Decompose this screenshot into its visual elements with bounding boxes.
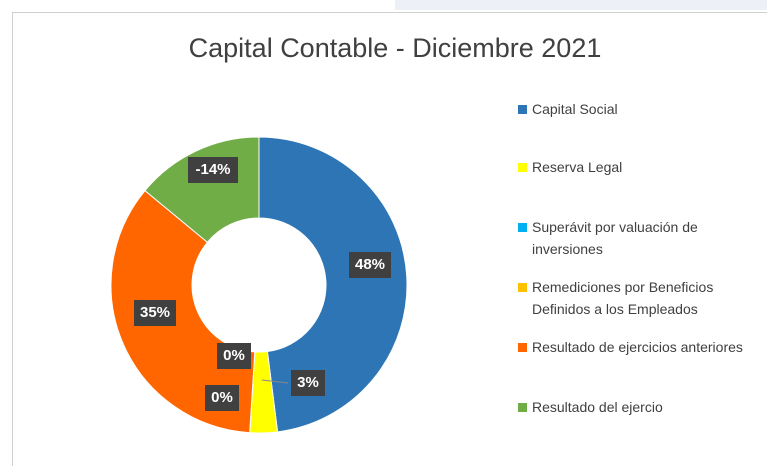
- legend-swatch: [518, 343, 527, 352]
- legend-swatch: [518, 403, 527, 412]
- label-box: [291, 370, 325, 396]
- chart-title: Capital Contable - Diciembre 2021: [189, 33, 602, 63]
- legend-label: Resultado del ejercio: [532, 399, 663, 415]
- legend-swatch: [518, 223, 527, 232]
- legend-label: Remediciones por Beneficios Definidos a …: [532, 279, 714, 317]
- legend-item: Capital Social: [518, 98, 753, 120]
- legend-swatch: [518, 163, 527, 172]
- legend-label: Resultado de ejercicios anteriores: [532, 339, 743, 355]
- legend-label: Reserva Legal: [532, 159, 623, 175]
- legend-swatch: [518, 105, 527, 114]
- donut-slice: [258, 136, 408, 433]
- label-box: [217, 343, 251, 369]
- legend-item: Resultado de ejercicios anteriores: [518, 336, 753, 358]
- top-bar: [395, 0, 767, 10]
- data-label: 0%: [223, 347, 245, 364]
- legend-swatch: [518, 283, 527, 292]
- label-box: [134, 300, 176, 326]
- label-box: [188, 157, 238, 183]
- data-label: 0%: [211, 389, 233, 406]
- label-box: [349, 252, 391, 278]
- legend-item: Resultado del ejercio: [518, 396, 753, 418]
- legend-label: Superávit por valuación de inversiones: [532, 219, 698, 257]
- donut-slice: [110, 189, 256, 434]
- chart-border: [12, 12, 767, 466]
- legend-item: Superávit por valuación de inversiones: [518, 216, 753, 260]
- leader-line: [261, 379, 289, 384]
- data-label: -14%: [195, 161, 230, 178]
- data-label: 3%: [297, 374, 319, 391]
- legend-label: Capital Social: [532, 101, 618, 117]
- legend-item: Reserva Legal: [518, 156, 753, 178]
- legend-item: Remediciones por Beneficios Definidos a …: [518, 276, 753, 320]
- data-label: 48%: [355, 256, 385, 273]
- data-label: 35%: [140, 304, 170, 321]
- label-box: [205, 385, 239, 411]
